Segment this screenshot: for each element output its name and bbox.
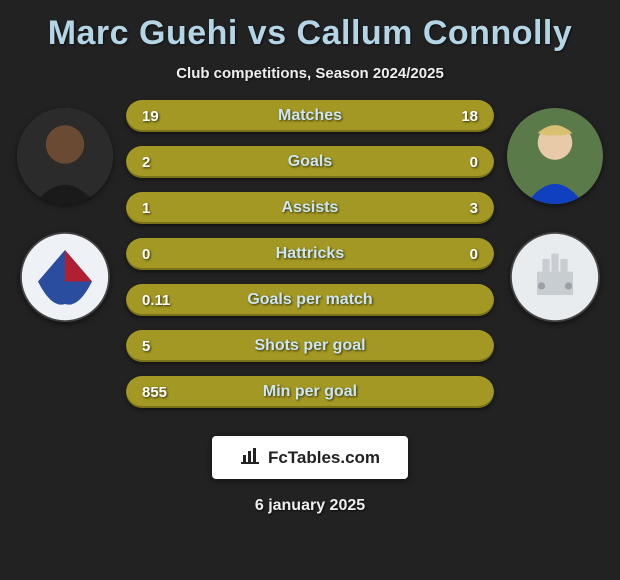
left-club-badge	[20, 232, 110, 322]
stat-row: 1 Assists 3	[126, 192, 494, 224]
right-club-badge	[510, 232, 600, 322]
stat-right-value: 0	[440, 246, 478, 263]
stat-right-value: 0	[440, 154, 478, 171]
left-player-avatar	[17, 108, 113, 204]
stat-right-value: 3	[440, 200, 478, 217]
right-column	[500, 100, 610, 322]
stat-row: 19 Matches 18	[126, 100, 494, 132]
stat-label: Goals	[126, 153, 494, 171]
stat-label: Assists	[126, 199, 494, 217]
stat-label: Goals per match	[126, 291, 494, 309]
comparison-row: 19 Matches 18 2 Goals 0 1 Assists 3 0 Ha…	[10, 100, 610, 408]
stat-row: 2 Goals 0	[126, 146, 494, 178]
stat-left-value: 2	[142, 154, 180, 171]
subtitle: Club competitions, Season 2024/2025	[176, 65, 444, 82]
right-player-avatar	[507, 108, 603, 204]
stat-row: 5 Shots per goal	[126, 330, 494, 362]
stat-left-value: 5	[142, 338, 180, 355]
stat-label: Min per goal	[126, 383, 494, 401]
stat-row: 0 Hattricks 0	[126, 238, 494, 270]
stat-left-value: 19	[142, 108, 180, 125]
stat-label: Hattricks	[126, 245, 494, 263]
stat-row: 0.11 Goals per match	[126, 284, 494, 316]
brand-text: FcTables.com	[268, 448, 380, 468]
date-text: 6 january 2025	[255, 497, 365, 515]
stat-left-value: 0	[142, 246, 180, 263]
stat-left-value: 0.11	[142, 292, 180, 309]
stat-left-value: 1	[142, 200, 180, 217]
chart-icon	[240, 446, 260, 469]
stat-label: Shots per goal	[126, 337, 494, 355]
brand-footer: FcTables.com	[212, 436, 408, 479]
left-column	[10, 100, 120, 322]
stats-list: 19 Matches 18 2 Goals 0 1 Assists 3 0 Ha…	[120, 100, 500, 408]
stat-right-value: 18	[440, 108, 478, 125]
stat-left-value: 855	[142, 384, 180, 401]
page-title: Marc Guehi vs Callum Connolly	[48, 14, 573, 53]
stat-row: 855 Min per goal	[126, 376, 494, 408]
stat-label: Matches	[126, 107, 494, 125]
